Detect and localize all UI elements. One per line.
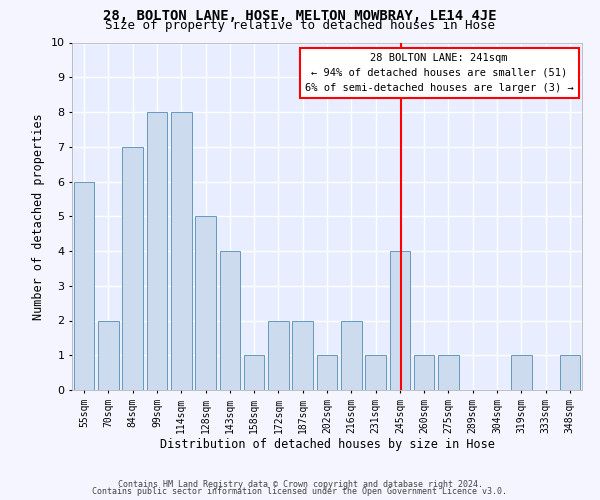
Bar [292, 320, 313, 390]
Bar [220, 251, 240, 390]
Text: 28, BOLTON LANE, HOSE, MELTON MOWBRAY, LE14 4JE: 28, BOLTON LANE, HOSE, MELTON MOWBRAY, L… [103, 9, 497, 23]
Bar [195, 216, 216, 390]
Text: Contains HM Land Registry data © Crown copyright and database right 2024.: Contains HM Land Registry data © Crown c… [118, 480, 482, 489]
Bar [268, 320, 289, 390]
Y-axis label: Number of detached properties: Number of detached properties [32, 113, 45, 320]
Bar [146, 112, 167, 390]
Bar [244, 355, 265, 390]
Bar [365, 355, 386, 390]
Bar [511, 355, 532, 390]
Bar [317, 355, 337, 390]
Bar [560, 355, 580, 390]
Bar [341, 320, 362, 390]
Text: Size of property relative to detached houses in Hose: Size of property relative to detached ho… [105, 19, 495, 32]
Bar [414, 355, 434, 390]
Bar [74, 182, 94, 390]
Bar [98, 320, 119, 390]
Bar [122, 147, 143, 390]
Text: 28 BOLTON LANE: 241sqm
← 94% of detached houses are smaller (51)
6% of semi-deta: 28 BOLTON LANE: 241sqm ← 94% of detached… [305, 53, 574, 92]
Bar [438, 355, 459, 390]
Bar [389, 251, 410, 390]
Text: Contains public sector information licensed under the Open Government Licence v3: Contains public sector information licen… [92, 487, 508, 496]
X-axis label: Distribution of detached houses by size in Hose: Distribution of detached houses by size … [160, 438, 494, 452]
Bar [171, 112, 191, 390]
